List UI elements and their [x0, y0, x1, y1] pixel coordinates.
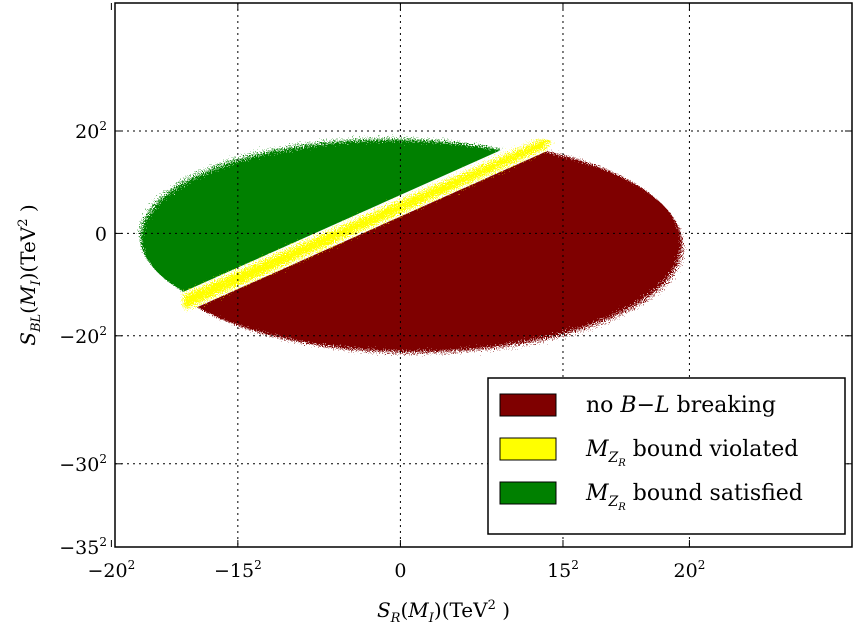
region-bound-violated-shape — [183, 133, 555, 311]
y-tick-label: −302 — [59, 452, 107, 476]
x-tick-label: −152 — [214, 558, 262, 582]
y-axis-label: SBL(MI)(TeV2 ) — [16, 204, 44, 345]
y-tick-label: −352 — [59, 535, 107, 559]
legend-swatch — [499, 393, 557, 417]
plot-frame — [114, 2, 853, 548]
y-tick-label: 0 — [95, 223, 107, 245]
x-tick-label: 152 — [547, 558, 579, 582]
legend-swatch — [499, 437, 557, 461]
y-tick-label: −202 — [59, 324, 107, 348]
y-tick-label: 202 — [75, 119, 107, 143]
region-bound-violated — [183, 133, 555, 311]
axis-ticks: −202 −152 0 152 202 202 0 −202 −302 −352 — [59, 3, 852, 582]
scatter-points — [140, 133, 683, 353]
legend-swatch — [499, 481, 557, 505]
svg-text:SBL(MI)(TeV2 ): SBL(MI)(TeV2 ) — [16, 204, 44, 345]
x-tick-label: 0 — [394, 560, 406, 582]
grid-lines — [115, 3, 852, 547]
legend-label: MZR bound violated — [585, 437, 798, 469]
legend: no B−L breaking MZR bound violated MZR bou… — [487, 377, 846, 535]
x-axis-label: SR(MI)(TeV2 ) — [377, 598, 510, 626]
svg-text:SR(MI)(TeV2 ): SR(MI)(TeV2 ) — [377, 598, 510, 626]
legend-label: no B−L breaking — [586, 393, 776, 418]
x-tick-label: −202 — [88, 558, 136, 582]
legend-label: MZR bound satisfied — [585, 481, 803, 513]
x-tick-label: 202 — [674, 558, 706, 582]
